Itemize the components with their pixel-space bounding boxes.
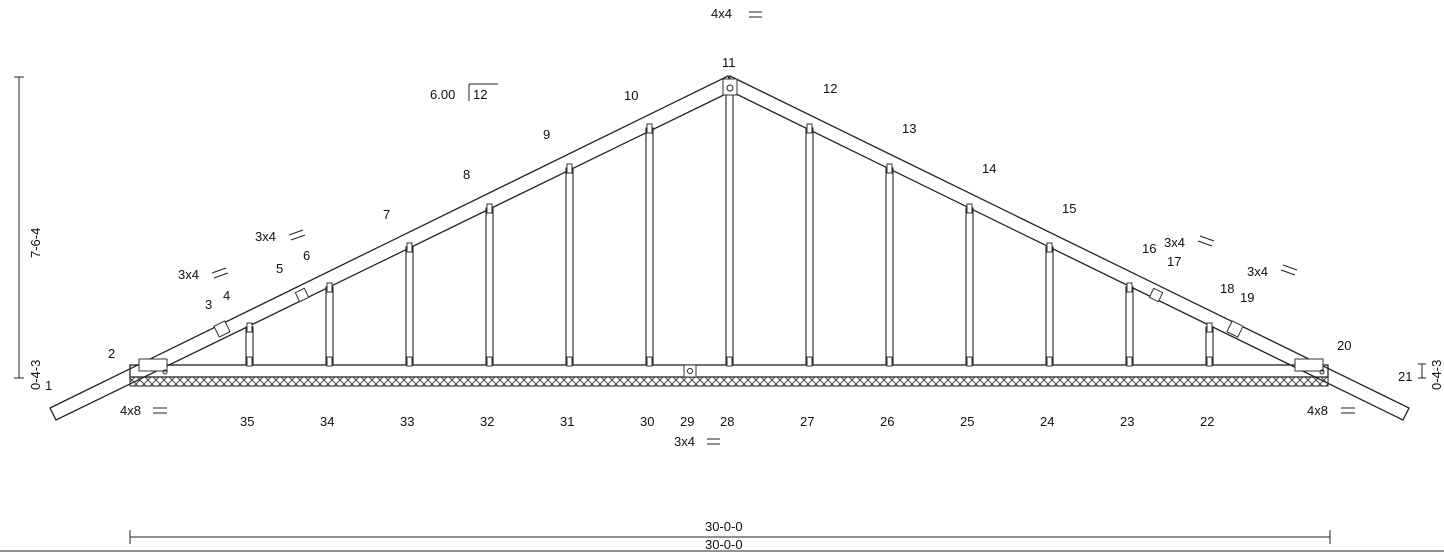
apex-plate-eq bbox=[749, 11, 762, 18]
joint-32: 32 bbox=[480, 414, 494, 429]
bottom-splice-label: 3x4 bbox=[674, 434, 695, 449]
joint-29: 29 bbox=[680, 414, 694, 429]
left-heel-dim-label: 0-4-3 bbox=[28, 360, 43, 390]
web-32 bbox=[485, 207, 494, 366]
right-splice-plate-1 bbox=[1148, 287, 1164, 303]
right-splice-1-label: 3x4 bbox=[1164, 235, 1185, 250]
joint-2: 2 bbox=[108, 346, 115, 361]
joint-14: 14 bbox=[982, 161, 996, 176]
web-31 bbox=[565, 167, 574, 366]
joint-13: 13 bbox=[902, 121, 916, 136]
apex-plate-label: 4x4 bbox=[711, 6, 732, 21]
top-joint-labels: 1 2 3 4 5 6 7 8 9 10 11 12 13 14 15 16 1… bbox=[45, 55, 1412, 393]
web-27 bbox=[805, 127, 814, 366]
pitch-run: 12 bbox=[473, 87, 487, 102]
bottom-joint-labels: 35 34 33 32 31 30 29 28 27 26 25 24 23 2… bbox=[240, 414, 1214, 429]
joint-28: 28 bbox=[720, 414, 734, 429]
joint-18: 18 bbox=[1220, 281, 1234, 296]
joint-10: 10 bbox=[624, 88, 638, 103]
joint-19: 19 bbox=[1240, 290, 1254, 305]
left-splice-plate-2 bbox=[294, 287, 310, 303]
joint-22: 22 bbox=[1200, 414, 1214, 429]
web-25 bbox=[965, 207, 974, 366]
left-splice-2-label: 3x4 bbox=[255, 229, 276, 244]
height-dim-label: 7-6-4 bbox=[28, 228, 43, 258]
web-30 bbox=[645, 127, 654, 366]
right-splice-plate-2 bbox=[1226, 320, 1244, 338]
joint-23: 23 bbox=[1120, 414, 1134, 429]
joint-27: 27 bbox=[800, 414, 814, 429]
joint-21: 21 bbox=[1398, 369, 1412, 384]
right-splice-2-label: 3x4 bbox=[1247, 264, 1268, 279]
joint-34: 34 bbox=[320, 414, 334, 429]
web-24 bbox=[1045, 246, 1054, 366]
joint-5: 5 bbox=[276, 261, 283, 276]
left-heel-mark bbox=[162, 369, 168, 375]
span-dim-label: 30-0-0 bbox=[705, 519, 743, 534]
joint-24: 24 bbox=[1040, 414, 1054, 429]
left-splice-1-eq bbox=[211, 267, 229, 279]
right-splice-1-eq bbox=[1197, 235, 1215, 247]
joint-16: 16 bbox=[1142, 241, 1156, 256]
joint-25: 25 bbox=[960, 414, 974, 429]
right-heel-dim-label: 0-4-3 bbox=[1429, 360, 1444, 390]
vertical-webs bbox=[245, 89, 1214, 366]
joint-30: 30 bbox=[640, 414, 654, 429]
right-heel-plate bbox=[1294, 358, 1324, 372]
joint-35: 35 bbox=[240, 414, 254, 429]
bearing-wall bbox=[129, 376, 1329, 387]
left-splice-2-eq bbox=[288, 229, 306, 241]
web-23 bbox=[1125, 286, 1134, 366]
web-plates bbox=[246, 123, 1213, 367]
joint-15: 15 bbox=[1062, 201, 1076, 216]
right-splice-2-eq bbox=[1280, 264, 1298, 276]
joint-31: 31 bbox=[560, 414, 574, 429]
right-heel-plate-label: 4x8 bbox=[1307, 403, 1328, 418]
joint-1: 1 bbox=[45, 378, 52, 393]
joint-33: 33 bbox=[400, 414, 414, 429]
left-splice-plate-1 bbox=[213, 320, 231, 338]
left-heel-plate-eq bbox=[153, 407, 167, 414]
left-heel-plate bbox=[138, 358, 168, 372]
web-33 bbox=[405, 246, 414, 366]
joint-6: 6 bbox=[303, 248, 310, 263]
left-heel-plate-label: 4x8 bbox=[120, 403, 141, 418]
web-34 bbox=[325, 286, 334, 366]
web-26 bbox=[885, 167, 894, 366]
span-dim-label-2: 30-0-0 bbox=[705, 537, 743, 552]
web-28 bbox=[725, 89, 734, 366]
bottom-chord bbox=[129, 364, 1329, 378]
joint-11: 11 bbox=[722, 55, 736, 70]
apex-plate bbox=[722, 78, 738, 96]
joint-9: 9 bbox=[543, 127, 550, 142]
joint-3: 3 bbox=[205, 297, 212, 312]
bottom-splice-eq bbox=[707, 438, 720, 445]
joint-4: 4 bbox=[223, 288, 230, 303]
bottom-splice-plate bbox=[683, 364, 697, 378]
joint-17: 17 bbox=[1167, 254, 1181, 269]
joint-7: 7 bbox=[383, 207, 390, 222]
pitch-rise: 6.00 bbox=[430, 87, 455, 102]
left-splice-1-label: 3x4 bbox=[178, 267, 199, 282]
right-heel-mark bbox=[1319, 369, 1325, 375]
apex-plate-mark bbox=[726, 84, 734, 92]
bottom-splice-mark bbox=[687, 368, 693, 374]
joint-26: 26 bbox=[880, 414, 894, 429]
joint-12: 12 bbox=[823, 81, 837, 96]
right-heel-plate-eq bbox=[1341, 407, 1355, 414]
joint-8: 8 bbox=[463, 167, 470, 182]
joint-20: 20 bbox=[1337, 338, 1351, 353]
